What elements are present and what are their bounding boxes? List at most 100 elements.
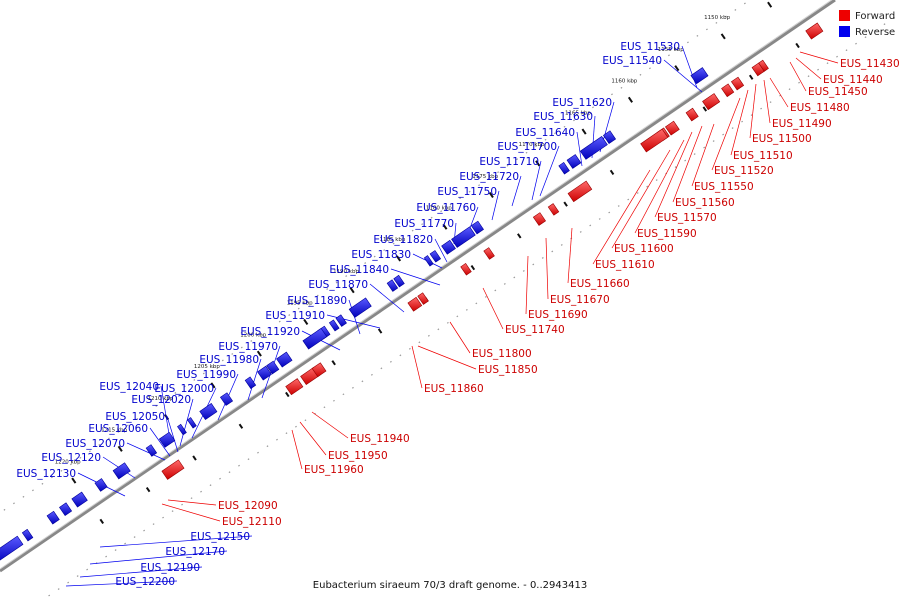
gene-label[interactable]: EUS_11960 [304, 464, 364, 476]
reverse-gene-block [566, 154, 582, 169]
gene-labels: EUS_11530 EUS_11540 EUS_11620 EUS_11630 EUS_… [16, 41, 899, 588]
gene-label[interactable]: EUS_11820 [373, 234, 433, 246]
gene-label[interactable]: EUS_11480 [790, 102, 850, 114]
gene-label[interactable]: EUS_11550 [694, 181, 754, 193]
reverse-gene-block [186, 417, 197, 429]
reverse-gene-block [348, 297, 372, 318]
gene-label[interactable]: EUS_12050 [105, 411, 165, 423]
leader-line [576, 131, 583, 167]
forward-gene-block [417, 292, 429, 305]
gene-label[interactable]: EUS_11620 [552, 97, 612, 109]
gene-label[interactable]: EUS_11570 [657, 212, 717, 224]
gene-label[interactable]: EUS_11890 [287, 295, 347, 307]
gene-label[interactable]: EUS_11500 [752, 133, 812, 145]
leader-line [491, 190, 500, 221]
gene-label[interactable]: EUS_11830 [351, 249, 411, 261]
gene-label[interactable]: EUS_11850 [478, 364, 538, 376]
gene-label[interactable]: EUS_11740 [505, 324, 565, 336]
leader-line [411, 345, 423, 389]
gene-label[interactable]: EUS_11510 [733, 150, 793, 162]
reverse-gene-block [71, 491, 88, 508]
gene-label[interactable]: EUS_11860 [424, 383, 484, 395]
legend-forward-swatch [839, 10, 850, 21]
reverse-gene-block [219, 392, 234, 406]
gene-label[interactable]: EUS_11560 [675, 197, 735, 209]
gene-label[interactable]: EUS_11430 [840, 58, 900, 70]
gene-label[interactable]: EUS_12190 [140, 562, 200, 574]
genome-backbone [0, 0, 836, 573]
gene-label[interactable]: EUS_12130 [16, 468, 76, 480]
gene-label[interactable]: EUS_12070 [65, 438, 125, 450]
gene-label[interactable]: EUS_11670 [550, 294, 610, 306]
gene-label[interactable]: EUS_11640 [515, 127, 575, 139]
gene-label[interactable]: EUS_11490 [772, 118, 832, 130]
gene-label[interactable]: EUS_11530 [620, 41, 680, 53]
legend: Forward Reverse [839, 10, 895, 38]
gene-label[interactable]: EUS_11720 [459, 171, 519, 183]
leader-line [469, 206, 479, 229]
tick-mark-forward [795, 42, 800, 49]
gene-label[interactable]: EUS_12000 [154, 383, 214, 395]
tick-label: 1170 kbp [519, 142, 545, 148]
gene-label[interactable]: EUS_12020 [131, 394, 191, 406]
gene-label[interactable]: EUS_11440 [823, 74, 883, 86]
gene-label[interactable]: EUS_12200 [115, 576, 175, 588]
gene-label[interactable]: EUS_11870 [308, 279, 368, 291]
reverse-gene-block [59, 502, 73, 517]
leader-line [166, 415, 179, 453]
gene-label[interactable]: EUS_11750 [437, 186, 497, 198]
leader-line [449, 321, 471, 354]
tick-mark [349, 287, 355, 294]
gene-label[interactable]: EUS_11540 [602, 55, 662, 67]
gene-label[interactable]: EUS_12060 [88, 423, 148, 435]
gene-label[interactable]: EUS_12150 [190, 531, 250, 543]
gene-label[interactable]: EUS_12040 [99, 381, 159, 393]
gene-label[interactable]: EUS_11940 [350, 433, 410, 445]
reverse-gene-block [266, 360, 280, 375]
tick-label: 1215 kbp [101, 428, 127, 434]
legend-reverse-swatch [839, 26, 850, 37]
gene-label[interactable]: EUS_12120 [41, 452, 101, 464]
leader-line [149, 427, 171, 457]
genome-backbone-highlight [0, 0, 833, 570]
tick-mark [71, 477, 77, 484]
reverse-gene-block [579, 136, 608, 160]
gene-label[interactable]: EUS_11760 [416, 202, 476, 214]
reverse-gene-block [145, 444, 158, 457]
gene-label[interactable]: EUS_11690 [528, 309, 588, 321]
gene-label[interactable]: EUS_11610 [595, 259, 655, 271]
reverse-gene-block [0, 535, 24, 561]
forward-gene-block [483, 247, 495, 260]
leader-line [567, 227, 573, 284]
gene-label[interactable]: EUS_11660 [570, 278, 630, 290]
reverse-gene-block [21, 528, 34, 542]
leader-line [795, 57, 822, 80]
gene-label[interactable]: EUS_11970 [218, 341, 278, 353]
gene-label[interactable]: EUS_11630 [533, 111, 593, 123]
gene-label[interactable]: EUS_11600 [614, 243, 674, 255]
gene-label[interactable]: EUS_11520 [714, 165, 774, 177]
gene-label[interactable]: EUS_11920 [240, 326, 300, 338]
gene-label[interactable]: EUS_11700 [497, 141, 557, 153]
tick-label: 1155 kbp [658, 47, 684, 53]
gene-label[interactable]: EUS_11980 [199, 354, 259, 366]
gene-label[interactable]: EUS_12170 [165, 546, 225, 558]
gene-label[interactable]: EUS_11450 [808, 86, 868, 98]
forward-gene-block [311, 362, 327, 378]
reverse-gene-block [158, 431, 176, 448]
tick-mark [210, 382, 216, 389]
tick-mark-forward [238, 423, 244, 429]
gene-label[interactable]: EUS_11770 [394, 218, 454, 230]
tick-mark [256, 350, 262, 357]
tick-mark-forward [517, 233, 522, 239]
gene-label[interactable]: EUS_12090 [218, 500, 278, 512]
gene-label[interactable]: EUS_11950 [328, 450, 388, 462]
tick-mark-forward [99, 518, 104, 525]
gene-label[interactable]: EUS_11590 [637, 228, 697, 240]
gene-label[interactable]: EUS_11990 [176, 369, 236, 381]
gene-label[interactable]: EUS_11800 [472, 348, 532, 360]
gene-label[interactable]: EUS_11910 [265, 310, 325, 322]
gene-label[interactable]: EUS_11710 [479, 156, 539, 168]
gene-label[interactable]: EUS_11840 [329, 264, 389, 276]
gene-label[interactable]: EUS_12110 [222, 516, 282, 528]
